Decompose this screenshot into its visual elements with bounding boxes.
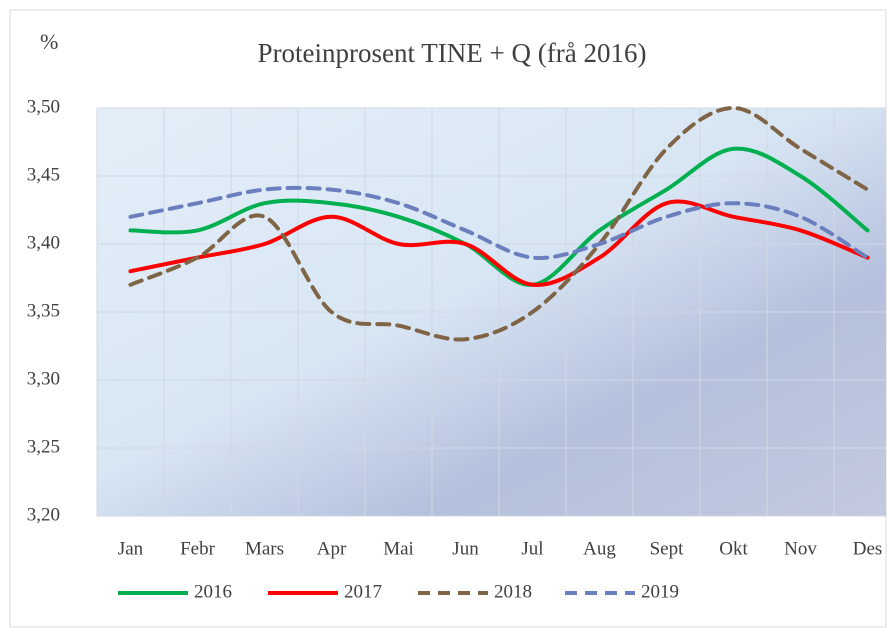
series-line — [128, 146, 870, 287]
series-line — [128, 199, 870, 287]
y-tick-label: 3,30 — [27, 368, 60, 389]
legend-label: 2019 — [641, 581, 679, 602]
legend-label: 2016 — [194, 581, 232, 602]
x-tick-label: Nov — [784, 538, 817, 559]
y-axis-label: % — [40, 29, 58, 54]
y-tick-label: 3,20 — [27, 504, 60, 525]
series-line — [128, 185, 870, 260]
y-tick-label: 3,40 — [27, 232, 60, 253]
y-tick-label: 3,35 — [27, 300, 60, 321]
legend-label: 2017 — [344, 581, 382, 602]
y-tick-label: 3,50 — [27, 96, 60, 117]
x-tick-label: Sept — [650, 538, 685, 559]
y-tick-label: 3,45 — [27, 164, 60, 185]
x-tick-label: Febr — [180, 538, 216, 559]
chart-title: Proteinprosent TINE + Q (frå 2016) — [258, 38, 647, 68]
x-tick-label: Jan — [118, 538, 144, 559]
x-tick-label: Mars — [245, 538, 284, 559]
x-tick-label: Mai — [383, 538, 414, 559]
plot-area — [96, 105, 886, 517]
x-tick-label: Apr — [317, 538, 347, 559]
y-tick-label: 3,25 — [27, 436, 60, 457]
series-line — [128, 105, 870, 342]
x-tick-label: Okt — [719, 538, 748, 559]
legend-label: 2018 — [494, 581, 532, 602]
x-tick-label: Des — [853, 538, 883, 559]
x-tick-label: Jun — [452, 538, 479, 559]
x-tick-label: Aug — [583, 538, 616, 559]
x-tick-label: Jul — [521, 538, 543, 559]
